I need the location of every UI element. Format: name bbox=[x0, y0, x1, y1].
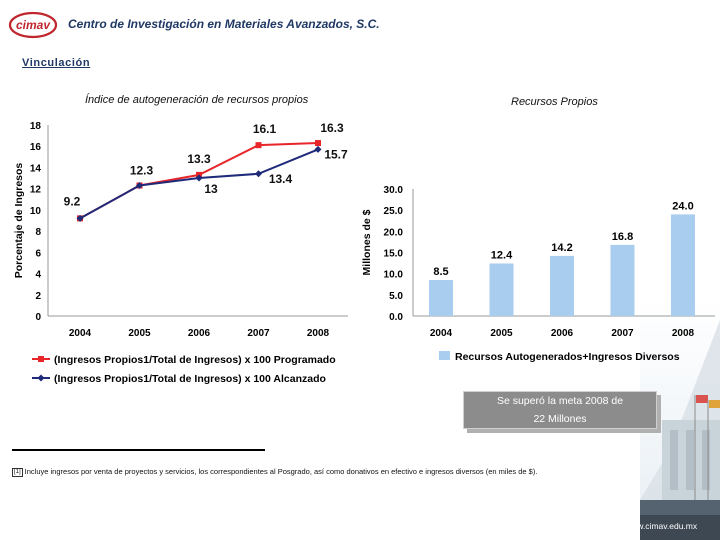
bar bbox=[550, 255, 574, 316]
line-data-label: 9.2 bbox=[64, 194, 81, 208]
bar-chart-y-axis-label: Millones de $ bbox=[361, 209, 373, 275]
legend-marker-square bbox=[38, 356, 44, 362]
goal-callout-line2: 22 Millones bbox=[533, 413, 587, 425]
line-data-label: 12.3 bbox=[130, 163, 154, 177]
bar-chart-title: Recursos Propios bbox=[511, 96, 598, 108]
footnote-divider bbox=[12, 449, 265, 451]
bar-chart-y-tick: 20.0 bbox=[384, 227, 404, 238]
line-chart-y-tick: 18 bbox=[30, 121, 42, 132]
legend-label: (Ingresos Propios1/Total de Ingresos) x … bbox=[54, 354, 336, 366]
line-data-label: 13.4 bbox=[269, 172, 293, 186]
website-link[interactable]: www.cimav.edu.mx bbox=[625, 521, 698, 531]
footnote-mark: [1] bbox=[12, 468, 23, 477]
line-point-alcanzado bbox=[136, 181, 143, 189]
bar bbox=[671, 214, 695, 316]
bar-chart-y-tick: 0.0 bbox=[389, 312, 403, 323]
bar-chart-x-tick: 2008 bbox=[672, 328, 695, 339]
line-chart-y-tick: 2 bbox=[35, 291, 41, 302]
bar-chart-y-tick: 10.0 bbox=[384, 270, 404, 281]
bar-data-label: 14.2 bbox=[551, 242, 572, 254]
line-chart-y-tick: 0 bbox=[35, 312, 41, 323]
legend-label: (Ingresos Propios1/Total de Ingresos) x … bbox=[54, 373, 326, 385]
legend-label: Recursos Autogenerados+Ingresos Diversos bbox=[455, 351, 680, 363]
line-chart-y-tick: 4 bbox=[35, 270, 41, 281]
line-chart-x-tick: 2006 bbox=[188, 328, 211, 339]
bar-chart-x-tick: 2006 bbox=[551, 328, 574, 339]
line-chart-y-axis-label: Porcentaje de Ingresos bbox=[13, 163, 25, 279]
line-data-label: 16.3 bbox=[320, 121, 344, 135]
line-chart-y-tick: 10 bbox=[30, 206, 42, 217]
line-point-alcanzado bbox=[76, 214, 84, 222]
bar-chart-y-tick: 15.0 bbox=[384, 249, 404, 260]
line-chart-title: Índice de autogeneración de recursos pro… bbox=[85, 94, 309, 106]
line-point-programado bbox=[315, 140, 321, 147]
goal-callout-box: Se superó la meta 2008 de 22 Millones bbox=[463, 391, 657, 429]
bar-chart-x-tick: 2005 bbox=[490, 328, 513, 339]
line-chart-x-tick: 2007 bbox=[247, 328, 270, 339]
line-chart-x-tick: 2008 bbox=[307, 328, 330, 339]
line-chart-y-tick: 12 bbox=[30, 185, 42, 196]
bar bbox=[489, 263, 514, 316]
bar-chart-y-tick: 25.0 bbox=[384, 206, 404, 217]
bar-data-label: 12.4 bbox=[491, 250, 513, 262]
line-chart-y-tick: 8 bbox=[35, 227, 41, 238]
line-chart-y-tick: 14 bbox=[30, 163, 42, 174]
bar-chart-y-tick: 5.0 bbox=[389, 291, 403, 302]
line-chart-y-tick: 6 bbox=[35, 248, 41, 259]
header: cimav Centro de Investigación en Materia… bbox=[0, 0, 720, 50]
line-point-alcanzado bbox=[195, 174, 203, 182]
legend-swatch bbox=[439, 351, 450, 360]
bar-chart-y-tick: 30.0 bbox=[384, 185, 404, 196]
footnote-text: Incluye ingresos por venta de proyectos … bbox=[24, 467, 538, 476]
line-data-label: 15.7 bbox=[324, 147, 348, 161]
line-data-label: 13 bbox=[204, 182, 218, 196]
line-chart-x-tick: 2004 bbox=[69, 328, 92, 339]
bar-chart-x-tick: 2007 bbox=[611, 328, 634, 339]
legend-marker-diamond bbox=[37, 374, 45, 382]
line-point-programado bbox=[255, 142, 262, 149]
line-data-label: 16.1 bbox=[253, 122, 277, 136]
bar-chart-x-tick: 2004 bbox=[430, 328, 453, 339]
goal-callout-line1: Se superó la meta 2008 de bbox=[496, 395, 624, 407]
line-point-alcanzado bbox=[255, 170, 262, 178]
bar-data-label: 24.0 bbox=[672, 200, 693, 212]
goal-callout: Se superó la meta 2008 de 22 Millones bbox=[463, 391, 663, 433]
bar-data-label: 16.8 bbox=[612, 231, 633, 243]
line-chart-x-tick: 2005 bbox=[128, 328, 151, 339]
svg-text:cimav: cimav bbox=[16, 18, 51, 32]
footnote: [1] Incluye ingresos por venta de proyect… bbox=[12, 467, 537, 477]
line-point-alcanzado bbox=[314, 145, 322, 153]
organization-name: Centro de Investigación en Materiales Av… bbox=[68, 17, 380, 31]
line-data-label: 13.3 bbox=[187, 152, 211, 166]
cimav-logo: cimav bbox=[8, 11, 58, 39]
line-chart-y-tick: 16 bbox=[30, 142, 42, 153]
bar-data-label: 8.5 bbox=[433, 266, 448, 278]
bar bbox=[610, 244, 635, 316]
section-title: Vinculación bbox=[22, 57, 91, 69]
bar bbox=[429, 280, 453, 316]
